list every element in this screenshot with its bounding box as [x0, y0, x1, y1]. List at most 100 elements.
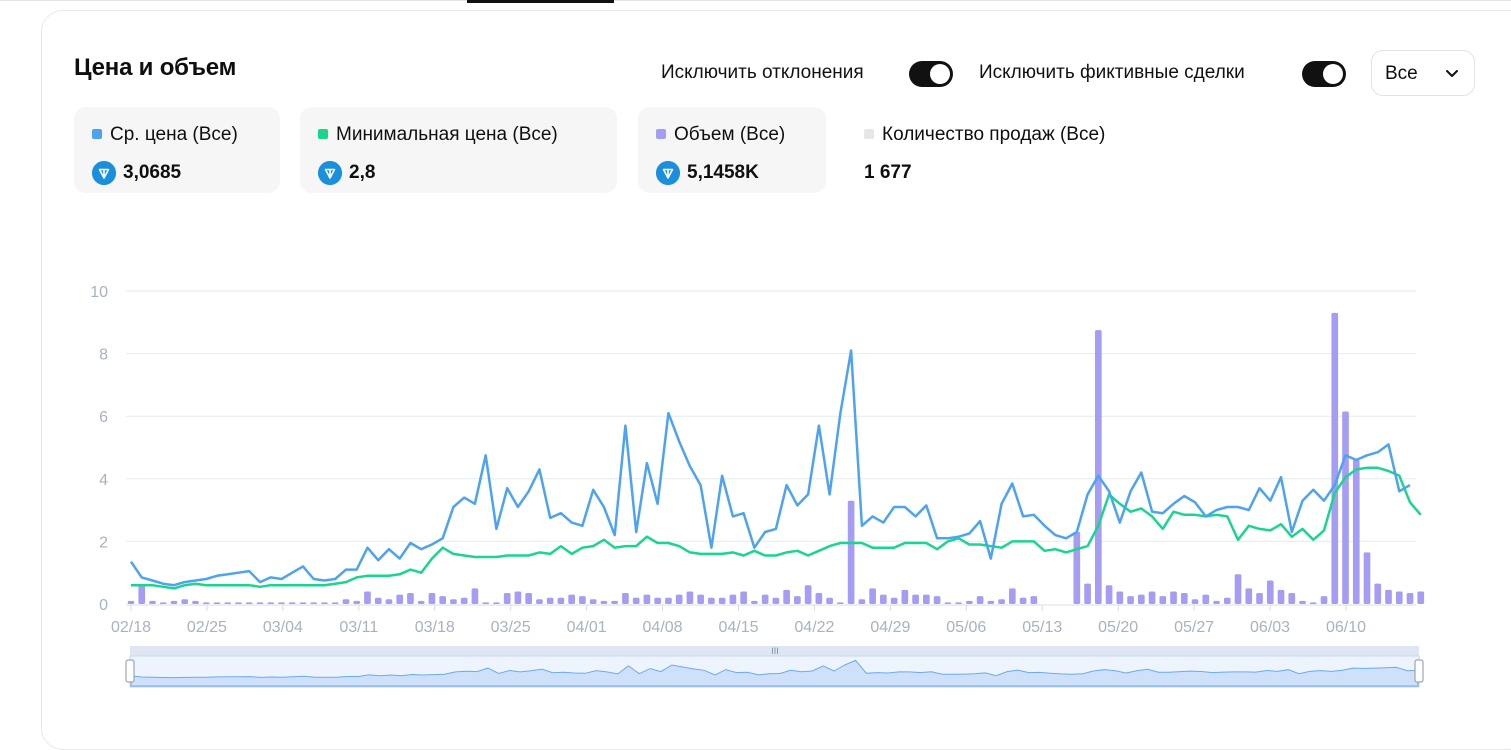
volume-bar	[1288, 593, 1296, 604]
exclude-fake-trades-label: Исключить фиктивные сделки	[979, 62, 1245, 83]
volume-bar	[353, 600, 361, 604]
volume-bar	[568, 594, 575, 604]
x-tick-label: 04/01	[567, 619, 607, 636]
navigator-grip-icon[interactable]: III	[771, 646, 779, 656]
x-tick-label: 06/10	[1326, 619, 1366, 636]
chevron-down-icon	[1446, 70, 1458, 77]
volume-bar	[1256, 593, 1263, 604]
volume-bar	[127, 600, 135, 604]
y-tick-label: 0	[99, 597, 108, 614]
volume-bar	[385, 599, 393, 604]
volume-bar	[245, 602, 253, 604]
volume-bar	[1008, 588, 1016, 604]
volume-bar	[525, 593, 533, 604]
navigator-preview	[130, 659, 1419, 687]
exclude-fake-trades-toggle[interactable]	[1302, 61, 1346, 87]
y-tick-label: 4	[99, 472, 108, 489]
stat-sales-count-value: 1 677	[864, 162, 912, 183]
x-tick-label: 04/22	[794, 619, 834, 636]
volume-bar	[890, 597, 898, 604]
volume-bar	[170, 600, 178, 604]
volume-bar	[374, 597, 382, 604]
volume-bar	[1417, 591, 1425, 604]
x-tick-label: 03/18	[415, 619, 455, 636]
ton-coin-icon	[656, 161, 680, 185]
volume-bar	[407, 593, 414, 604]
volume-bar	[342, 599, 350, 604]
volume-bar	[847, 500, 855, 604]
volume-bar	[417, 600, 425, 604]
navigator-track	[130, 646, 1419, 656]
volume-bar	[396, 594, 404, 604]
stat-sales-count: Количество продаж (Все) 1 677	[846, 107, 1166, 193]
x-tick-label: 04/15	[718, 619, 758, 636]
volume-bar	[213, 602, 221, 604]
y-tick-label: 2	[99, 534, 108, 551]
stat-volume-label: Объем (Все)	[674, 124, 786, 145]
volume-bar	[826, 597, 833, 604]
volume-bar	[503, 593, 511, 604]
exclude-outliers-label: Исключить отклонения	[661, 62, 864, 83]
ton-coin-icon	[318, 161, 342, 185]
volume-bar	[632, 597, 640, 604]
volume-bar	[912, 594, 919, 604]
volume-bar	[686, 591, 694, 604]
volume-bar	[364, 591, 371, 604]
volume-bar	[611, 600, 618, 604]
stat-avg-price-label: Ср. цена (Все)	[110, 124, 238, 145]
volume-bar	[331, 602, 339, 604]
volume-bar	[138, 585, 146, 604]
volume-bar	[1159, 596, 1167, 604]
volume-bar	[665, 597, 672, 604]
chart-title: Цена и объем	[74, 54, 237, 81]
volume-bar	[772, 597, 780, 604]
volume-bar	[1406, 593, 1414, 604]
top-divider	[0, 0, 1511, 1]
volume-bar	[729, 594, 737, 604]
volume-bar	[288, 602, 296, 604]
stat-volume: Объем (Все) 5,1458K	[638, 107, 826, 193]
navigator-left-handle[interactable]	[125, 659, 135, 683]
volume-bar	[987, 600, 995, 604]
ton-coin-icon	[92, 161, 116, 185]
legend-swatch	[318, 129, 328, 139]
volume-bar	[697, 594, 704, 604]
exclude-outliers-toggle[interactable]	[909, 61, 953, 87]
volume-bar	[837, 602, 844, 604]
volume-bar	[1073, 532, 1081, 604]
price-volume-chart: 0 2 4 6 8 10 02/18 02/25 03/04 03/11 03/18 03/25 04…	[90, 284, 1425, 688]
volume-bar	[460, 597, 468, 604]
volume-bar	[944, 602, 952, 604]
stat-min-price-value: 2,8	[349, 162, 376, 183]
volume-bar	[1202, 594, 1210, 604]
volume-bar	[794, 596, 801, 604]
volume-bar	[901, 589, 909, 604]
volume-bar	[1094, 330, 1102, 604]
volume-bar	[804, 585, 812, 604]
period-select[interactable]: Все	[1371, 50, 1475, 96]
volume-bar	[718, 597, 726, 604]
volume-bar	[310, 602, 318, 604]
toggle-knob	[930, 64, 950, 84]
active-tab-indicator	[467, 0, 614, 3]
stat-volume-value: 5,1458K	[687, 162, 759, 183]
x-tick-label: 06/03	[1250, 619, 1290, 636]
volume-bar	[1309, 602, 1317, 604]
volume-bar	[1385, 589, 1392, 604]
stat-min-price-label: Минимальная цена (Все)	[336, 124, 558, 145]
volume-bar	[482, 602, 490, 604]
volume-bar	[256, 602, 264, 604]
volume-bar	[202, 602, 210, 604]
volume-bar	[428, 593, 436, 604]
volume-bar	[471, 588, 479, 604]
volume-bar	[1363, 552, 1371, 604]
volume-bar	[536, 599, 543, 604]
volume-bar	[439, 596, 447, 604]
volume-bar	[159, 602, 167, 604]
volume-bar	[1266, 580, 1274, 604]
volume-bar	[1320, 596, 1328, 604]
range-navigator[interactable]: III	[125, 646, 1424, 688]
stat-sales-count-label: Количество продаж (Все)	[882, 124, 1106, 145]
navigator-right-handle[interactable]	[1414, 659, 1424, 683]
volume-bar	[1180, 593, 1188, 604]
